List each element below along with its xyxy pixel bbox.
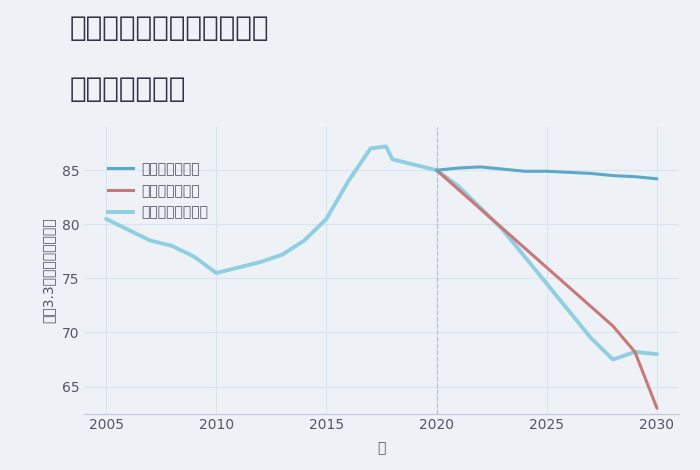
ノーマルシナリオ bbox=[300, 238, 309, 243]
ノーマルシナリオ bbox=[609, 357, 617, 362]
バッドシナリオ bbox=[587, 304, 595, 309]
バッドシナリオ bbox=[653, 405, 662, 411]
ノーマルシナリオ bbox=[212, 270, 220, 276]
ノーマルシナリオ bbox=[382, 143, 390, 149]
ノーマルシナリオ bbox=[521, 254, 529, 259]
グッドシナリオ bbox=[587, 171, 595, 176]
ノーマルシナリオ bbox=[565, 308, 573, 313]
ノーマルシナリオ bbox=[542, 281, 551, 287]
グッドシナリオ bbox=[565, 170, 573, 175]
ノーマルシナリオ bbox=[168, 243, 176, 249]
バッドシナリオ bbox=[609, 323, 617, 329]
Line: グッドシナリオ: グッドシナリオ bbox=[437, 167, 657, 179]
グッドシナリオ bbox=[477, 164, 485, 170]
グッドシナリオ bbox=[631, 174, 639, 180]
グッドシナリオ bbox=[542, 168, 551, 174]
ノーマルシナリオ bbox=[498, 227, 507, 233]
バッドシナリオ bbox=[454, 187, 463, 193]
ノーマルシナリオ bbox=[234, 265, 242, 270]
Line: ノーマルシナリオ: ノーマルシナリオ bbox=[106, 146, 657, 360]
バッドシナリオ bbox=[521, 245, 529, 251]
グッドシナリオ bbox=[609, 173, 617, 179]
Line: バッドシナリオ: バッドシナリオ bbox=[437, 170, 657, 408]
バッドシナリオ bbox=[433, 167, 441, 173]
ノーマルシナリオ bbox=[102, 216, 110, 222]
ノーマルシナリオ bbox=[278, 252, 286, 258]
ノーマルシナリオ bbox=[410, 162, 419, 168]
ノーマルシナリオ bbox=[433, 167, 441, 173]
ノーマルシナリオ bbox=[454, 184, 463, 189]
グッドシナリオ bbox=[521, 168, 529, 174]
グッドシナリオ bbox=[653, 176, 662, 181]
ノーマルシナリオ bbox=[477, 205, 485, 211]
Text: 土地の価格推移: 土地の価格推移 bbox=[70, 75, 186, 103]
Text: 兵庫県西宮市津門大塚町の: 兵庫県西宮市津門大塚町の bbox=[70, 14, 270, 42]
バッドシナリオ bbox=[542, 265, 551, 270]
グッドシナリオ bbox=[498, 166, 507, 172]
バッドシナリオ bbox=[477, 206, 485, 212]
ノーマルシナリオ bbox=[366, 146, 375, 151]
グッドシナリオ bbox=[433, 167, 441, 173]
ノーマルシナリオ bbox=[389, 157, 397, 162]
Legend: グッドシナリオ, バッドシナリオ, ノーマルシナリオ: グッドシナリオ, バッドシナリオ, ノーマルシナリオ bbox=[103, 157, 214, 225]
ノーマルシナリオ bbox=[146, 238, 154, 243]
ノーマルシナリオ bbox=[587, 335, 595, 341]
バッドシナリオ bbox=[631, 349, 639, 355]
ノーマルシナリオ bbox=[631, 349, 639, 355]
ノーマルシナリオ bbox=[344, 178, 353, 184]
ノーマルシナリオ bbox=[322, 216, 330, 222]
ノーマルシナリオ bbox=[190, 254, 198, 259]
ノーマルシナリオ bbox=[256, 259, 265, 265]
ノーマルシナリオ bbox=[124, 227, 132, 233]
ノーマルシナリオ bbox=[653, 351, 662, 357]
グッドシナリオ bbox=[454, 165, 463, 171]
X-axis label: 年: 年 bbox=[377, 441, 386, 455]
Y-axis label: 坪（3.3㎡）単価（万円）: 坪（3.3㎡）単価（万円） bbox=[42, 218, 56, 323]
バッドシナリオ bbox=[565, 284, 573, 290]
バッドシナリオ bbox=[498, 226, 507, 231]
